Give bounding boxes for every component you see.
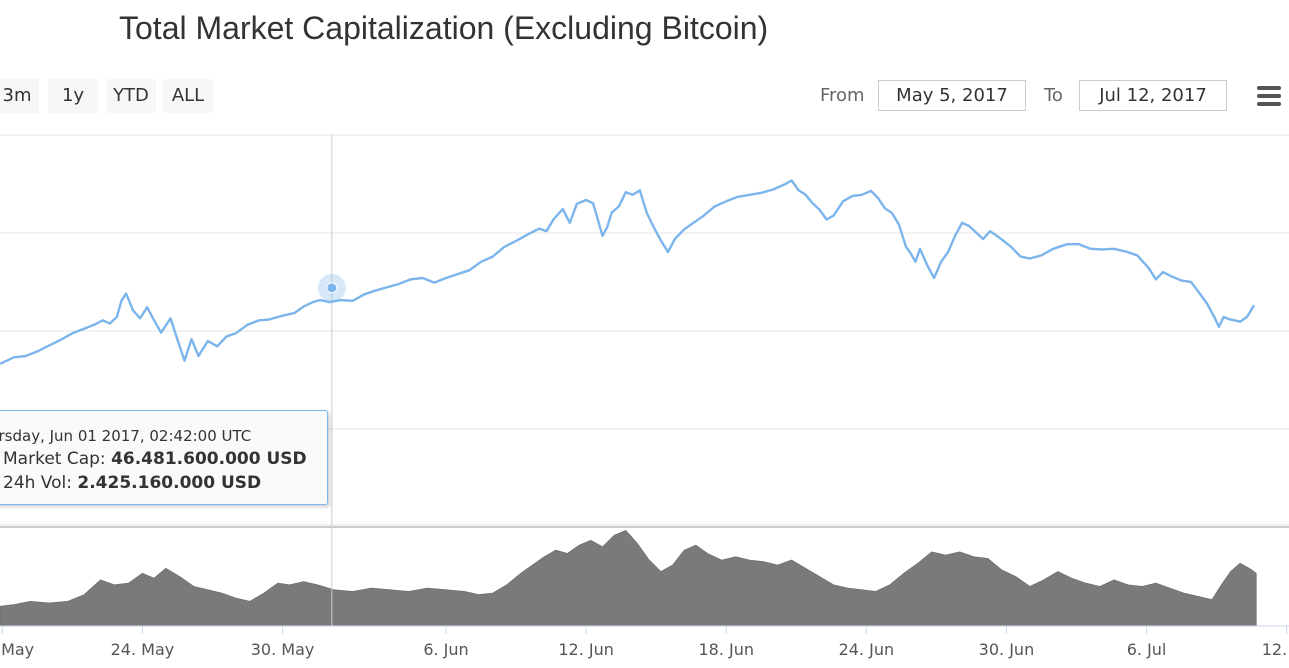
x-tick-label: 6. Jun — [423, 640, 468, 659]
market-cap-line — [0, 179, 1256, 365]
tooltip-market-cap-label: Market Cap: — [3, 449, 106, 469]
hamburger-bar — [1257, 94, 1281, 98]
x-tick-label: 18. Jun — [698, 640, 754, 659]
grid-lines — [0, 134, 1289, 528]
volume-area — [0, 529, 1257, 627]
hamburger-bar — [1257, 86, 1281, 90]
tooltip-volume-label: 24h Vol: — [3, 473, 72, 493]
range-button-3m[interactable]: 3m — [0, 79, 39, 113]
x-tick-label: 6. Jul — [1127, 640, 1167, 659]
hamburger-bar — [1257, 102, 1281, 106]
x-tick-label: 24. May — [111, 640, 175, 659]
tooltip-market-cap-value: 46.481.600.000 USD — [111, 449, 307, 469]
x-tick-label: 12. Jun — [558, 640, 614, 659]
tooltip-market-cap: Market Cap: 46.481.600.000 USD — [3, 449, 307, 469]
x-tick-label: 12. Jul — [1262, 640, 1289, 659]
tooltip-date: ursday, Jun 01 2017, 02:42:00 UTC — [0, 427, 252, 445]
hover-marker-point — [326, 282, 338, 294]
range-button-ytd[interactable]: YTD — [106, 79, 156, 113]
range-button-1y[interactable]: 1y — [48, 79, 98, 113]
x-tick-label: 24. Jun — [839, 640, 895, 659]
x-tick-label: 30. Jun — [979, 640, 1035, 659]
tooltip-volume: 24h Vol: 2.425.160.000 USD — [3, 473, 261, 493]
x-tick-label: 30. May — [251, 640, 315, 659]
x-axis: 18. May 24. May 30. May 6. Jun 12. Jun 18. Ju… — [0, 625, 1289, 659]
to-date-input[interactable] — [1079, 80, 1227, 111]
chart-title: Total Market Capitalization (Excluding B… — [119, 10, 769, 46]
volume-series — [0, 529, 1257, 627]
range-button-all[interactable]: ALL — [163, 79, 213, 113]
x-tick-label: 18. May — [0, 640, 34, 659]
from-label: From — [820, 85, 865, 106]
tooltip: ursday, Jun 01 2017, 02:42:00 UTC Market… — [0, 410, 328, 505]
chart-menu-button[interactable] — [1254, 84, 1284, 110]
tooltip-volume-value: 2.425.160.000 USD — [77, 473, 262, 493]
market-cap-series — [0, 179, 1256, 365]
from-date-input[interactable] — [878, 80, 1026, 111]
hover-marker — [317, 273, 346, 302]
to-label: To — [1044, 85, 1063, 106]
